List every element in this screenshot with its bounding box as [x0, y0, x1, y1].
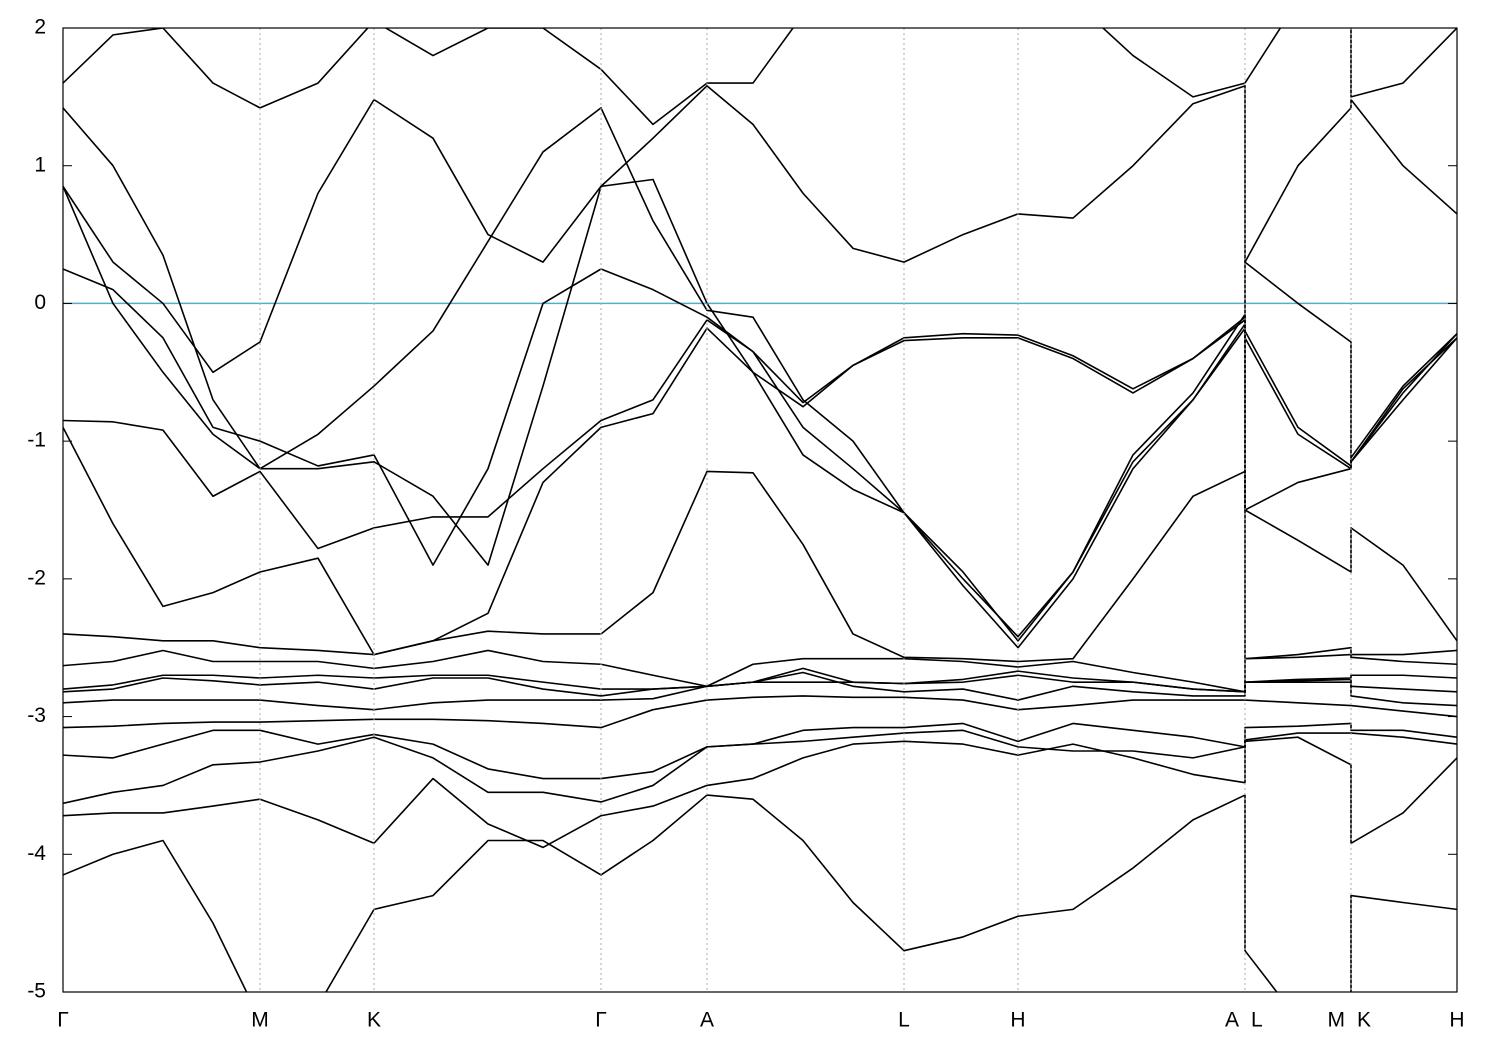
band-line — [63, 85, 1457, 374]
x-tick-label: Γ — [595, 1009, 607, 1032]
band-line — [63, 319, 1457, 638]
x-tick-label: Γ — [57, 1009, 69, 1032]
band-line — [63, 107, 1457, 642]
plot-area — [63, 28, 1457, 992]
x-tick-label: L — [1251, 1009, 1263, 1032]
band-line — [63, 736, 1457, 849]
plot-frame — [62, 27, 1458, 993]
band-line — [63, 794, 1457, 992]
x-tick-label: H — [1010, 1009, 1025, 1032]
x-tick-label: K — [1357, 1009, 1371, 1032]
x-tick-label: K — [367, 1009, 381, 1032]
band-line — [63, 268, 1457, 566]
y-tick-label: -2 — [27, 566, 46, 589]
x-tick-label: H — [1449, 1009, 1464, 1032]
x-tick-label: L — [898, 1009, 910, 1032]
band-line — [63, 470, 1457, 663]
band-line — [63, 649, 1457, 693]
band-line — [63, 722, 1457, 780]
y-tick-label: 0 — [34, 291, 46, 314]
x-tick-label: M — [1328, 1009, 1346, 1032]
y-tick-label: -1 — [27, 429, 46, 452]
band-line — [63, 178, 1457, 566]
band-line — [63, 28, 1457, 126]
y-tick-label: -5 — [27, 980, 46, 1003]
band-line — [63, 327, 1457, 656]
y-tick-label: -3 — [27, 704, 46, 727]
x-tick-label: A — [1225, 1009, 1239, 1032]
y-tick-label: 1 — [34, 153, 46, 176]
y-tick-label: 2 — [34, 16, 46, 39]
x-tick-label: M — [251, 1009, 269, 1032]
band-line — [63, 695, 1457, 729]
y-tick-label: -4 — [27, 842, 46, 865]
band-line — [63, 667, 1457, 693]
x-tick-label: A — [700, 1009, 714, 1032]
